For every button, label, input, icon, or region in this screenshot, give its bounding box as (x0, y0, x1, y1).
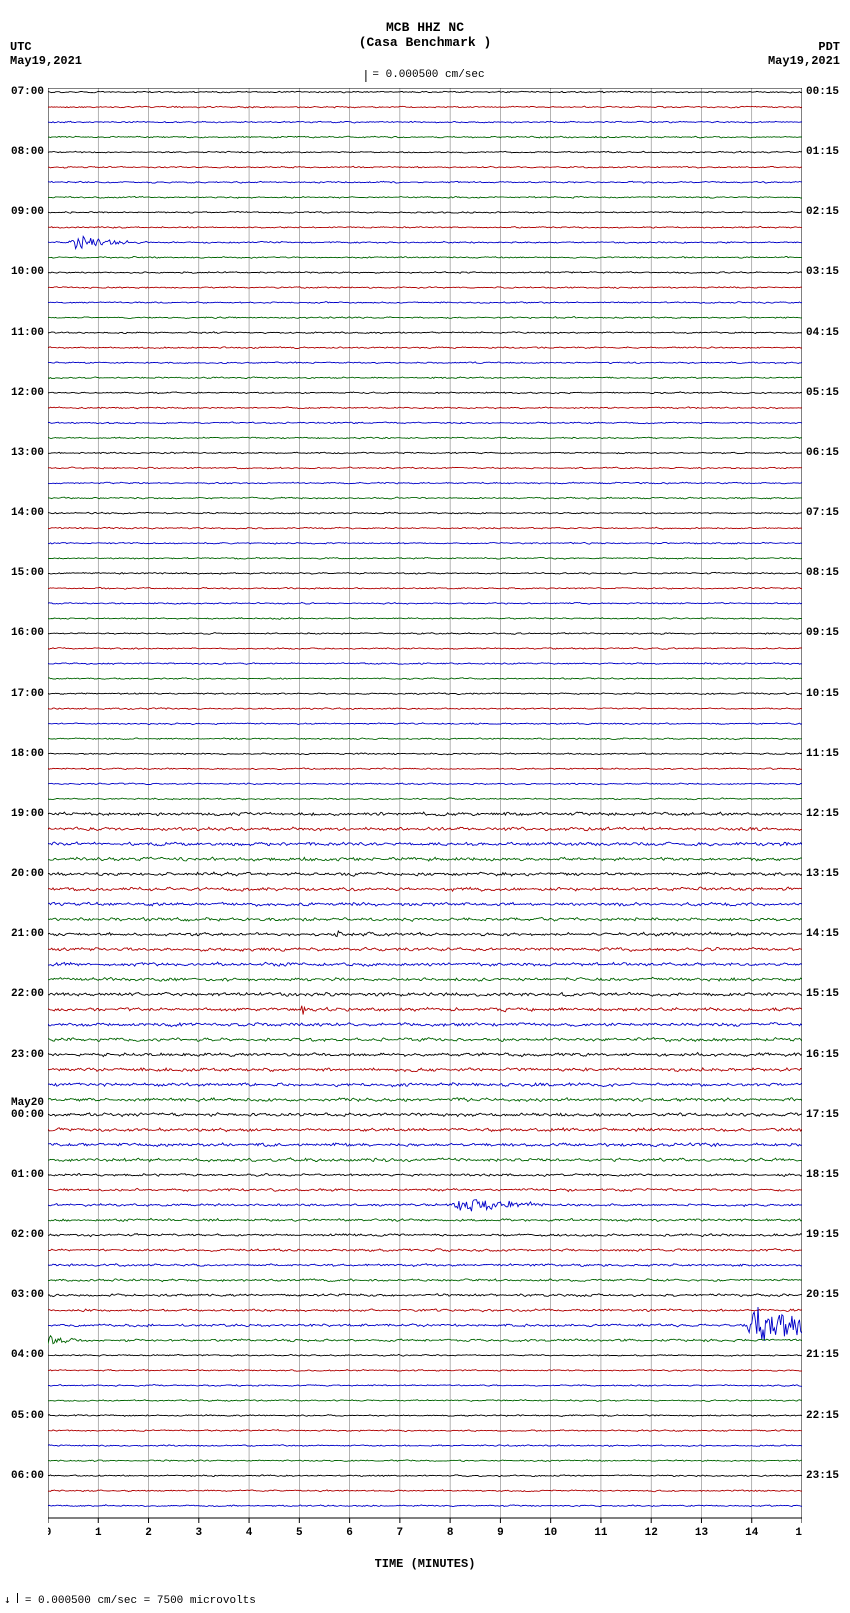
timezone-left: UTC May19,2021 (10, 40, 82, 68)
svg-text:12: 12 (645, 1527, 658, 1539)
utc-hour-label: 05:00 (4, 1410, 44, 1422)
utc-hour-label: 02:00 (4, 1229, 44, 1241)
utc-hour-label: May2000:00 (4, 1109, 44, 1121)
svg-text:5: 5 (296, 1527, 303, 1539)
pdt-hour-label: 07:15 (806, 507, 846, 519)
svg-text:7: 7 (397, 1527, 404, 1539)
pdt-hour-label: 16:15 (806, 1049, 846, 1061)
pdt-hour-label: 12:15 (806, 808, 846, 820)
pdt-hour-label: 05:15 (806, 387, 846, 399)
svg-text:10: 10 (544, 1527, 557, 1539)
utc-hour-label: 15:00 (4, 567, 44, 579)
utc-hour-label: 18:00 (4, 748, 44, 760)
utc-hour-label: 16:00 (4, 627, 44, 639)
utc-hour-label: 10:00 (4, 266, 44, 278)
pdt-hour-label: 00:15 (806, 86, 846, 98)
utc-hour-label: 06:00 (4, 1470, 44, 1482)
svg-text:3: 3 (195, 1527, 202, 1539)
pdt-hour-label: 14:15 (806, 928, 846, 940)
scale-marker: = 0.000500 cm/sec (365, 68, 484, 82)
pdt-hour-label: 13:15 (806, 868, 846, 880)
scale-text: = 0.000500 cm/sec (372, 69, 484, 81)
svg-text:1: 1 (95, 1527, 102, 1539)
utc-hour-label: 23:00 (4, 1049, 44, 1061)
utc-hour-label: 19:00 (4, 808, 44, 820)
svg-text:6: 6 (346, 1527, 353, 1539)
pdt-hour-label: 01:15 (806, 146, 846, 158)
tz-left-date: May19,2021 (10, 54, 82, 68)
pdt-hour-label: 15:15 (806, 988, 846, 1000)
pdt-hour-label: 10:15 (806, 688, 846, 700)
x-axis-label: TIME (MINUTES) (0, 1557, 850, 1571)
scale-bar-icon (365, 70, 366, 82)
svg-text:0: 0 (48, 1527, 51, 1539)
svg-text:4: 4 (246, 1527, 253, 1539)
utc-hour-label: 07:00 (4, 86, 44, 98)
svg-text:13: 13 (695, 1527, 709, 1539)
utc-hour-label: 21:00 (4, 928, 44, 940)
pdt-hour-label: 09:15 (806, 627, 846, 639)
pdt-hour-label: 03:15 (806, 266, 846, 278)
station-location: (Casa Benchmark ) (0, 35, 850, 50)
pdt-hour-label: 04:15 (806, 327, 846, 339)
utc-hour-label: 17:00 (4, 688, 44, 700)
scale-bar-icon (17, 1593, 18, 1603)
tz-right-name: PDT (768, 40, 840, 54)
chart-header: MCB HHZ NC (Casa Benchmark ) (0, 20, 850, 50)
svg-text:14: 14 (745, 1527, 759, 1539)
utc-hour-label: 09:00 (4, 206, 44, 218)
tz-left-name: UTC (10, 40, 82, 54)
utc-hour-label: 04:00 (4, 1349, 44, 1361)
utc-hour-label: 11:00 (4, 327, 44, 339)
utc-hour-label: 14:00 (4, 507, 44, 519)
seismogram-plot: 0123456789101112131415 (48, 88, 802, 1544)
seismogram-svg: 0123456789101112131415 (48, 88, 802, 1544)
pdt-hour-label: 19:15 (806, 1229, 846, 1241)
svg-text:9: 9 (497, 1527, 504, 1539)
pdt-hour-label: 20:15 (806, 1289, 846, 1301)
svg-text:11: 11 (594, 1527, 608, 1539)
utc-hour-label: 22:00 (4, 988, 44, 1000)
pdt-hour-label: 02:15 (806, 206, 846, 218)
pdt-hour-label: 18:15 (806, 1169, 846, 1181)
pdt-hour-label: 08:15 (806, 567, 846, 579)
utc-hour-label: 01:00 (4, 1169, 44, 1181)
footnote-text: = 0.000500 cm/sec = 7500 microvolts (25, 1595, 256, 1607)
utc-hour-label: 20:00 (4, 868, 44, 880)
pdt-hour-label: 06:15 (806, 447, 846, 459)
svg-text:2: 2 (145, 1527, 152, 1539)
svg-text:15: 15 (795, 1527, 802, 1539)
pdt-hour-label: 17:15 (806, 1109, 846, 1121)
timezone-right: PDT May19,2021 (768, 40, 840, 68)
pdt-hour-label: 23:15 (806, 1470, 846, 1482)
svg-text:8: 8 (447, 1527, 454, 1539)
pdt-hour-label: 22:15 (806, 1410, 846, 1422)
utc-hour-label: 03:00 (4, 1289, 44, 1301)
utc-hour-label: 12:00 (4, 387, 44, 399)
utc-hour-label: 13:00 (4, 447, 44, 459)
utc-hour-label: 08:00 (4, 146, 44, 158)
footnote: ↓ = 0.000500 cm/sec = 7500 microvolts (4, 1593, 256, 1607)
tz-right-date: May19,2021 (768, 54, 840, 68)
pdt-hour-label: 21:15 (806, 1349, 846, 1361)
station-code: MCB HHZ NC (0, 20, 850, 35)
pdt-hour-label: 11:15 (806, 748, 846, 760)
